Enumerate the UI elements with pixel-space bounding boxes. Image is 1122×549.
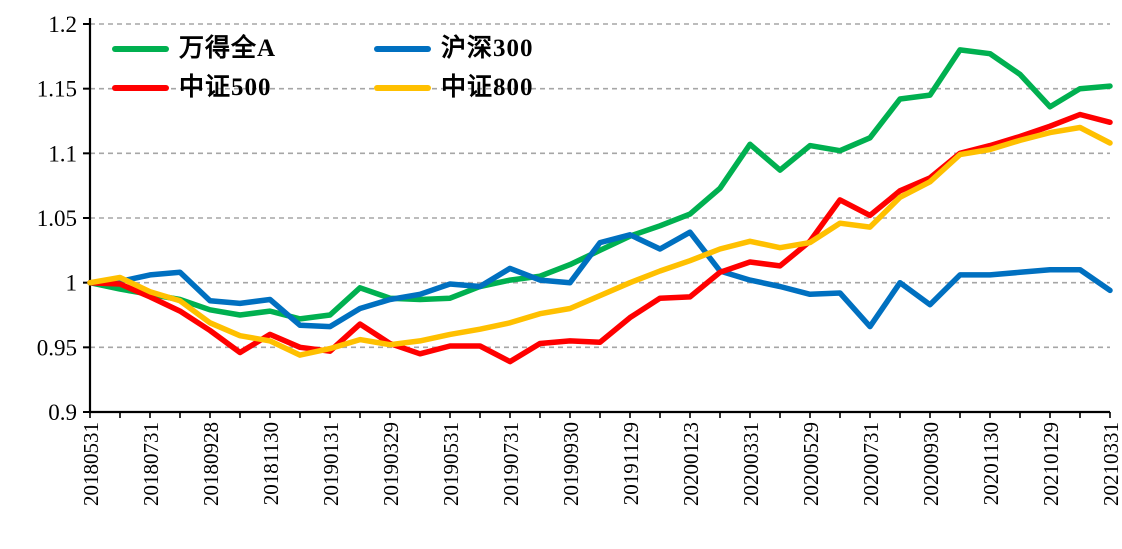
legend-line-swatch-万得全A — [112, 45, 169, 52]
y-tick-label-0.9: 0.9 — [48, 400, 77, 425]
series-line-沪深300 — [87, 229, 1113, 330]
legend-label-中证800: 中证800 — [441, 74, 534, 101]
legend-label-中证500: 中证500 — [179, 74, 272, 101]
x-tick-label-20180731: 20180731 — [139, 422, 163, 506]
x-tick-label-20190930: 20190930 — [559, 422, 583, 506]
x-tick-label-20180531: 20180531 — [79, 422, 103, 506]
y-tick-label-1.15: 1.15 — [37, 77, 77, 102]
y-tick-label-1.1: 1.1 — [48, 141, 77, 166]
y-tick-label-0.95: 0.95 — [37, 335, 77, 360]
x-tick-label-20190329: 20190329 — [379, 422, 403, 506]
legend-line-swatch-沪深300 — [374, 45, 431, 52]
x-tick-label-20210331: 20210331 — [1099, 422, 1122, 506]
legend-line-swatch-中证800 — [374, 84, 431, 91]
legend-item-中证500: 中证500 — [112, 75, 374, 100]
series-line-中证500 — [87, 111, 1113, 365]
y-tick-label-1.2: 1.2 — [48, 12, 77, 37]
legend-label-万得全A: 万得全A — [179, 35, 277, 62]
x-tick-label-20200529: 20200529 — [799, 422, 823, 506]
x-tick-label-20190531: 20190531 — [439, 422, 463, 506]
x-tick-label-20200123: 20200123 — [679, 422, 703, 506]
legend-item-万得全A: 万得全A — [112, 36, 374, 61]
series-line-中证800 — [87, 124, 1113, 358]
y-tick-label-1.05: 1.05 — [37, 206, 77, 231]
x-tick-label-20190131: 20190131 — [319, 422, 343, 506]
x-tick-label-20180928: 20180928 — [199, 422, 223, 506]
x-tick-label-20200331: 20200331 — [739, 422, 763, 506]
legend-line-swatch-中证500 — [112, 84, 169, 91]
legend-item-中证800: 中证800 — [374, 75, 534, 100]
legend-label-沪深300: 沪深300 — [441, 35, 534, 62]
legend-item-沪深300: 沪深300 — [374, 36, 534, 61]
y-tick-label-1: 1 — [66, 271, 78, 296]
series-line-万得全A — [87, 47, 1113, 322]
x-tick-label-20191129: 20191129 — [619, 422, 643, 505]
x-tick-label-20210129: 20210129 — [1039, 422, 1063, 506]
x-tick-label-20181130: 20181130 — [259, 422, 283, 505]
x-tick-label-20190731: 20190731 — [499, 422, 523, 506]
chart-legend: 万得全A 沪深300 中证500 中证800 — [112, 36, 534, 100]
x-tick-label-20200930: 20200930 — [919, 422, 943, 506]
x-tick-label-20200731: 20200731 — [859, 422, 883, 506]
x-tick-label-20201130: 20201130 — [979, 422, 1003, 505]
